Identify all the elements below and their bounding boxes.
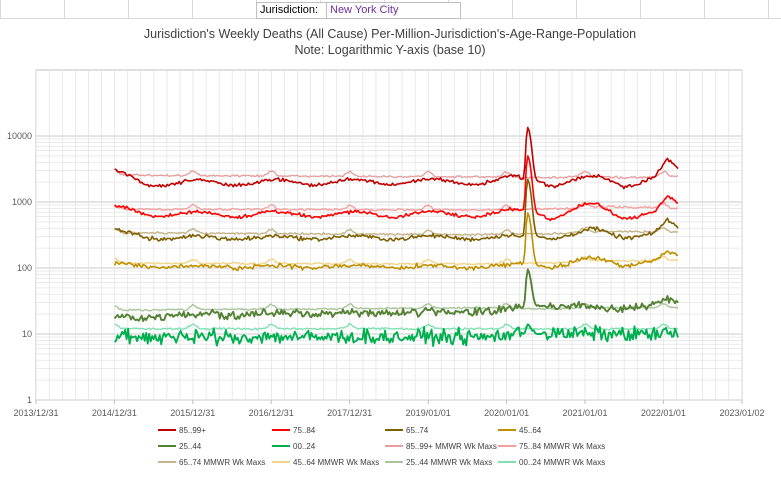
x-tick-label: 2023/01/02 [719,408,764,418]
legend-item: 00..24 [272,442,316,451]
series-line-65..74 MMWR Wk Maxs [114,226,679,237]
x-tick-label: 2019/01/01 [406,408,451,418]
legend-item: 65..74 MMWR Wk Maxs [158,458,265,467]
jurisdiction-value-cell[interactable]: New York City [326,2,461,19]
legend-item: 65..74 [385,426,429,435]
legend-item: 45..64 [498,426,542,435]
legend-label: 75..84 MMWR Wk Maxs [519,442,605,451]
x-tick-label: 2014/12/31 [92,408,137,418]
series-line-85..99+ [114,126,679,190]
x-tick-label: 2020/01/01 [484,408,529,418]
gridlines [35,70,743,401]
legend-label: 65..74 [406,426,429,435]
y-tick-label: 10 [22,329,32,339]
y-tick-label: 100 [17,263,32,273]
legend-label: 00..24 MMWR Wk Maxs [519,458,605,467]
series-line-45..64 [113,212,678,272]
x-tick-label: 2016/12/31 [249,408,294,418]
x-tick-label: 2017/12/31 [327,408,372,418]
series-lines [113,126,679,348]
legend-item: 75..84 [272,426,316,435]
legend-item: 75..84 MMWR Wk Maxs [498,442,605,451]
x-tick-label: 2022/01/01 [641,408,686,418]
legend-label: 00..24 [293,442,316,451]
legend-label: 45..64 MMWR Wk Maxs [293,458,379,467]
legend-item: 85..99+ [158,426,206,435]
legend-label: 65..74 MMWR Wk Maxs [179,458,265,467]
legend-label: 85..99+ MMWR Wk Maxs [406,442,497,451]
legend-label: 45..64 [519,426,542,435]
legend-item: 85..99+ MMWR Wk Maxs [385,442,497,451]
x-tick-label: 2021/01/01 [562,408,607,418]
legend-label: 75..84 [293,426,316,435]
series-line-45..64 MMWR Wk Maxs [114,254,679,266]
series-line-25..44 [113,268,679,323]
legend-label: 25..44 [179,442,202,451]
series-line-00..24 [113,323,679,348]
chart-area[interactable]: Jurisdiction's Weekly Deaths (All Cause)… [0,19,781,481]
legend-item: 25..44 [158,442,202,451]
x-tick-label: 2015/12/31 [170,408,215,418]
series-line-75..84 [113,155,678,222]
chart-title: Jurisdiction's Weekly Deaths (All Cause)… [144,27,636,41]
legend-item: 00..24 MMWR Wk Maxs [498,458,605,467]
y-tick-label: 1 [27,395,32,405]
legend-item: 45..64 MMWR Wk Maxs [272,458,379,467]
series-line-65..74 [114,178,679,243]
y-tick-label: 10000 [7,131,32,141]
legend-item: 25..44 MMWR Wk Maxs [385,458,492,467]
jurisdiction-label: Jurisdiction: [256,2,329,19]
series-line-85..99+ MMWR Wk Maxs [114,168,679,180]
series-line-00..24 MMWR Wk Maxs [114,322,679,331]
legend-label: 85..99+ [179,426,206,435]
legend-label: 25..44 MMWR Wk Maxs [406,458,492,467]
chart-svg: Jurisdiction's Weekly Deaths (All Cause)… [7,27,765,467]
y-tick-label: 1000 [12,197,32,207]
x-tick-label: 2013/12/31 [13,408,58,418]
legend: 85..99+ 75..84 65..74 45..64 25..44 00..24 85.… [158,426,605,467]
chart-subtitle: Note: Logarithmic Y-axis (base 10) [294,43,485,57]
